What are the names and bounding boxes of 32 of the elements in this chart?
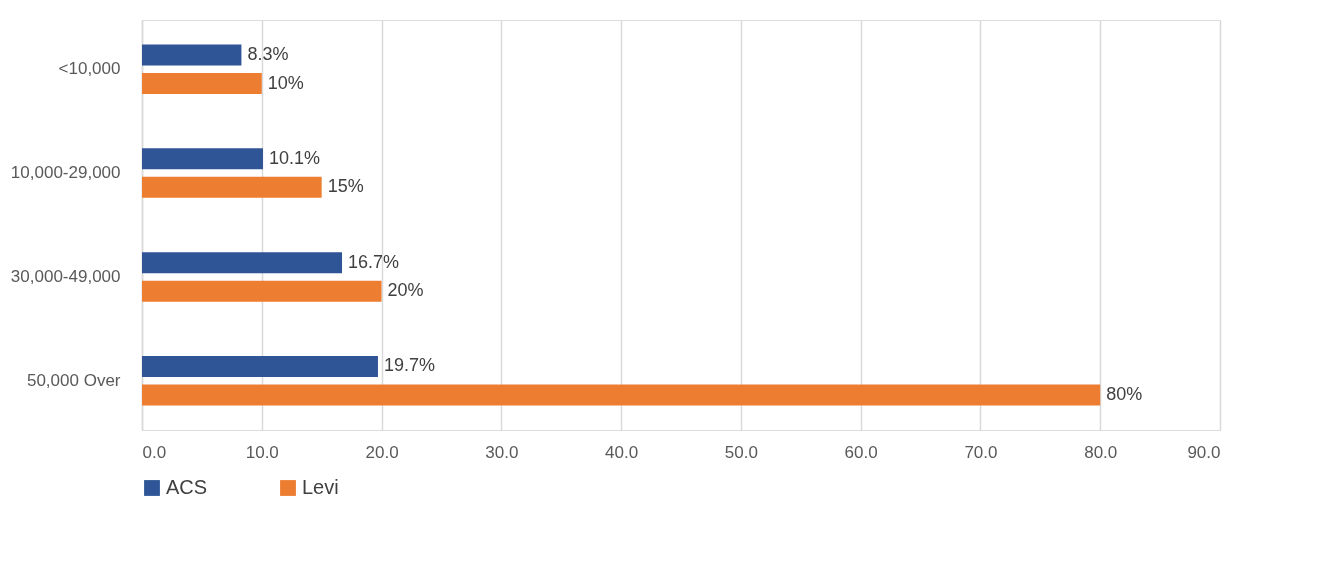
y-tick-label: 30,000-49,000 <box>10 266 121 286</box>
bar <box>142 73 262 95</box>
data-label: 80% <box>1106 383 1143 404</box>
bar <box>142 355 378 377</box>
data-label: 19.7% <box>383 355 436 376</box>
y-tick-label: 50,000 Over <box>26 370 121 390</box>
y-tick-label: 10,000-29,000 <box>10 163 121 183</box>
x-tick-label: 30.0 <box>485 442 519 462</box>
bar <box>142 280 382 302</box>
x-tick-label: 90.0 <box>1187 442 1221 462</box>
data-label: 10% <box>267 72 304 93</box>
bar <box>142 176 322 198</box>
legend-label: Levi <box>302 476 339 498</box>
x-tick-label: 10.0 <box>245 442 279 462</box>
y-tick-label: <10,000 <box>58 59 121 79</box>
x-tick-label: 20.0 <box>365 442 399 462</box>
x-tick-label: 50.0 <box>724 442 758 462</box>
x-tick-label: 60.0 <box>844 442 878 462</box>
x-tick-label: 40.0 <box>605 442 639 462</box>
data-label: 10.1% <box>268 147 321 168</box>
legend-label: ACS <box>166 476 208 498</box>
bar <box>142 44 242 66</box>
x-tick-label: 0.0 <box>142 442 167 462</box>
bar <box>142 384 1101 406</box>
data-label: 8.3% <box>247 44 289 65</box>
bar <box>142 148 263 170</box>
data-label: 15% <box>327 176 364 197</box>
data-label: 16.7% <box>348 251 400 272</box>
x-tick-label: 70.0 <box>964 442 998 462</box>
x-tick-label: 80.0 <box>1084 442 1118 462</box>
data-label: 20% <box>387 280 424 301</box>
bar <box>142 252 343 274</box>
